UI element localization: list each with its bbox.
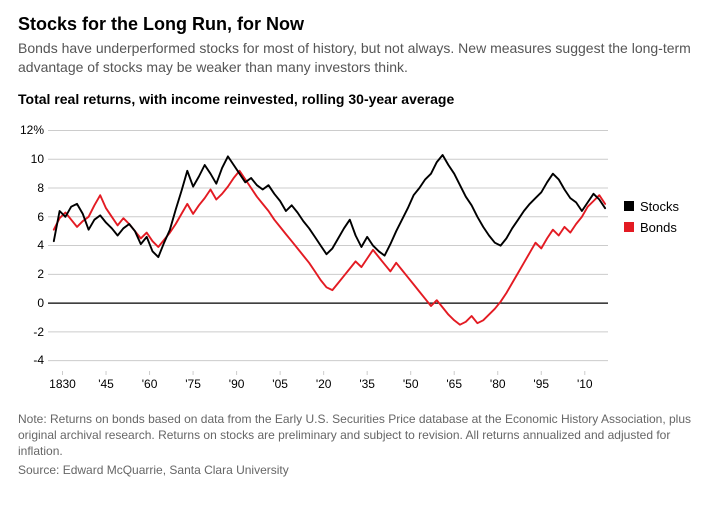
x-tick-label: '05 bbox=[272, 377, 288, 391]
series-line-stocks bbox=[54, 155, 605, 257]
x-tick-label: '35 bbox=[359, 377, 375, 391]
chart-area: -4 -2 0 2 4 6 8 10 12% 1830 '45 '60 '75 '90 '05 '20 '35… bbox=[18, 109, 678, 403]
chart-svg bbox=[48, 119, 608, 375]
x-tick-label: '80 bbox=[490, 377, 506, 391]
y-tick-label: 4 bbox=[37, 238, 44, 252]
x-tick-label: '20 bbox=[316, 377, 332, 391]
legend-swatch-bonds bbox=[624, 222, 634, 232]
chart-title: Total real returns, with income reinvest… bbox=[18, 91, 703, 107]
y-axis-labels: -4 -2 0 2 4 6 8 10 12% bbox=[18, 119, 44, 375]
x-tick-label: '65 bbox=[446, 377, 462, 391]
y-tick-label: -4 bbox=[33, 353, 44, 367]
figure-container: Stocks for the Long Run, for Now Bonds h… bbox=[0, 0, 721, 512]
y-tick-label: 2 bbox=[37, 267, 44, 281]
legend-item-stocks: Stocks bbox=[624, 199, 679, 214]
x-tick-label: '10 bbox=[577, 377, 593, 391]
x-tick-label: 1830 bbox=[49, 377, 76, 391]
figure-title: Stocks for the Long Run, for Now bbox=[18, 14, 703, 35]
figure-subtitle: Bonds have underperformed stocks for mos… bbox=[18, 39, 698, 77]
y-tick-label: 8 bbox=[37, 181, 44, 195]
figure-note: Note: Returns on bonds based on data fro… bbox=[18, 411, 698, 460]
legend-item-bonds: Bonds bbox=[624, 220, 679, 235]
legend-label-stocks: Stocks bbox=[640, 199, 679, 214]
x-tick-label: '75 bbox=[185, 377, 201, 391]
x-tick-label: '45 bbox=[98, 377, 114, 391]
x-tick-label: '60 bbox=[142, 377, 158, 391]
y-tick-label: 10 bbox=[31, 152, 44, 166]
legend-label-bonds: Bonds bbox=[640, 220, 677, 235]
x-tick-label: '50 bbox=[403, 377, 419, 391]
figure-source: Source: Edward McQuarrie, Santa Clara Un… bbox=[18, 463, 703, 477]
y-tick-label: 0 bbox=[37, 296, 44, 310]
legend: Stocks Bonds bbox=[624, 199, 679, 241]
y-tick-label: -2 bbox=[33, 325, 44, 339]
y-tick-label: 6 bbox=[37, 210, 44, 224]
legend-swatch-stocks bbox=[624, 201, 634, 211]
x-axis-labels: 1830 '45 '60 '75 '90 '05 '20 '35 '50 '65 '80 '95 '10 bbox=[48, 377, 608, 395]
y-tick-label: 12% bbox=[20, 123, 44, 137]
x-tick-label: '95 bbox=[533, 377, 549, 391]
x-tick-label: '90 bbox=[229, 377, 245, 391]
series-line-bonds bbox=[54, 171, 605, 325]
plot-region bbox=[48, 119, 608, 375]
